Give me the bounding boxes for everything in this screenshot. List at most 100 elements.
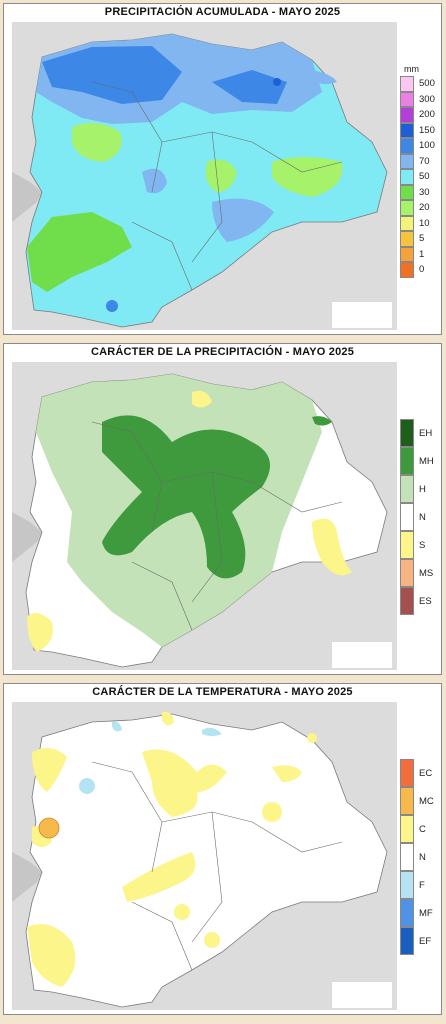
cool-spot-northwest <box>112 721 122 732</box>
legend-swatch <box>400 871 414 899</box>
legend-row: ES <box>400 587 440 615</box>
precip-150mm-spot <box>273 78 281 86</box>
legend-label: 70 <box>419 155 430 167</box>
legend-swatch <box>400 231 414 247</box>
panel-title: CARÁCTER DE LA TEMPERATURA - MAYO 2025 <box>92 686 353 698</box>
legend-label: MF <box>419 907 433 919</box>
legend-swatch <box>400 91 414 107</box>
warm-spot-exclave <box>307 733 317 743</box>
legend-label: MS <box>419 567 434 579</box>
legend-swatch <box>400 246 414 262</box>
cool-spot-north <box>202 727 222 736</box>
legend-swatch <box>400 531 414 559</box>
legend-items: 500 300 200 150 100 70 50 30 20 10 5 1 0 <box>400 76 440 278</box>
dry-area-southwest <box>27 613 53 652</box>
portugal-area <box>12 172 42 222</box>
precipitation-character-panel: CARÁCTER DE LA PRECIPITACIÓN - MAYO 2025… <box>3 343 442 675</box>
legend-swatch <box>400 815 414 843</box>
panel-title: CARÁCTER DE LA PRECIPITACIÓN - MAYO 2025 <box>90 346 355 358</box>
precip-100mm-north <box>212 70 287 104</box>
legend-label: 10 <box>419 217 430 229</box>
legend-label: 150 <box>419 124 435 136</box>
legend-row: 50 <box>400 169 440 185</box>
legend-row: F <box>400 871 440 899</box>
province-borders <box>91 81 343 291</box>
cool-spot-west <box>79 778 95 794</box>
dry-area-east <box>312 518 352 576</box>
legend-swatch <box>400 153 414 169</box>
warm-spot-center <box>174 904 190 920</box>
legend-label: 0 <box>419 264 425 276</box>
legend-row: 100 <box>400 138 440 154</box>
legend-swatch <box>400 559 414 587</box>
portugal-area <box>12 512 42 562</box>
legend-label: MH <box>419 455 434 467</box>
legend-label: 20 <box>419 202 430 214</box>
legend-row: MF <box>400 899 440 927</box>
legend-swatch <box>400 475 414 503</box>
region-outline <box>25 713 388 1008</box>
legend-swatch <box>400 843 414 871</box>
legend-swatch <box>400 503 414 531</box>
precip-100mm-northwest <box>42 46 182 104</box>
legend-swatch <box>400 927 414 955</box>
panel-title: PRECIPITACIÓN ACUMULADA - MAYO 2025 <box>104 6 341 18</box>
legend-label: N <box>419 851 426 863</box>
legend-label: EF <box>419 935 432 947</box>
legend-row: N <box>400 843 440 871</box>
legend-row: 500 <box>400 76 440 92</box>
legend-swatch <box>400 184 414 200</box>
legend-swatch <box>400 262 414 278</box>
legend-inset-box <box>332 982 392 1008</box>
legend-row: 70 <box>400 153 440 169</box>
legend-label: 500 <box>419 78 435 90</box>
legend-row: MS <box>400 559 440 587</box>
precip-70mm-center <box>212 198 274 242</box>
legend-swatch <box>400 787 414 815</box>
precipitation-accumulated-panel: PRECIPITACIÓN ACUMULADA - MAYO 2025 mm 5… <box>3 3 442 335</box>
precipitation-character-legend: EH MH H N S MS ES <box>400 419 440 615</box>
legend-swatch <box>400 215 414 231</box>
temperature-character-panel: CARÁCTER DE LA TEMPERATURA - MAYO 2025 E… <box>3 683 442 1015</box>
legend-row: N <box>400 503 440 531</box>
precip-30mm-west <box>27 212 132 292</box>
legend-swatch <box>400 107 414 123</box>
legend-label: EH <box>419 427 433 439</box>
precip-20mm-east <box>272 157 343 197</box>
legend-swatch <box>400 899 414 927</box>
legend-label: MC <box>419 795 434 807</box>
warm-area-center <box>122 852 196 902</box>
legend-swatch <box>400 169 414 185</box>
legend-label: 50 <box>419 171 430 183</box>
legend-label: N <box>419 511 426 523</box>
portugal-area <box>12 852 42 902</box>
legend-row: EF <box>400 927 440 955</box>
legend-label: 1 <box>419 248 425 260</box>
legend-row: H <box>400 475 440 503</box>
precipitation-legend: mm 500 300 200 150 100 70 50 30 20 10 5 1 0 <box>400 64 440 278</box>
very-humid-exclave <box>312 416 332 426</box>
legend-row: 1 <box>400 246 440 262</box>
legend-items: EH MH H N S MS ES <box>400 419 440 615</box>
legend-label: 30 <box>419 186 430 198</box>
legend-swatch <box>400 759 414 787</box>
legend-row: 20 <box>400 200 440 216</box>
legend-label: 100 <box>419 140 435 152</box>
legend-items: EC MC C N F MF EF <box>400 759 440 955</box>
precip-100mm-spot <box>106 300 118 312</box>
legend-label: 300 <box>419 93 435 105</box>
precip-20mm-patch <box>72 123 122 162</box>
temperature-character-map <box>12 702 397 1010</box>
temperature-character-legend: EC MC C N F MF EF <box>400 759 440 955</box>
very-warm-spot <box>38 817 60 839</box>
legend-row: 0 <box>400 262 440 278</box>
exclave-area <box>312 70 337 85</box>
province-borders <box>91 421 343 631</box>
legend-row: 5 <box>400 231 440 247</box>
legend-inset-box <box>332 642 392 668</box>
legend-swatch <box>400 138 414 154</box>
province-borders <box>91 761 343 971</box>
warm-spot-east <box>272 765 302 782</box>
legend-row: EH <box>400 419 440 447</box>
warm-area-northwest <box>32 748 67 792</box>
